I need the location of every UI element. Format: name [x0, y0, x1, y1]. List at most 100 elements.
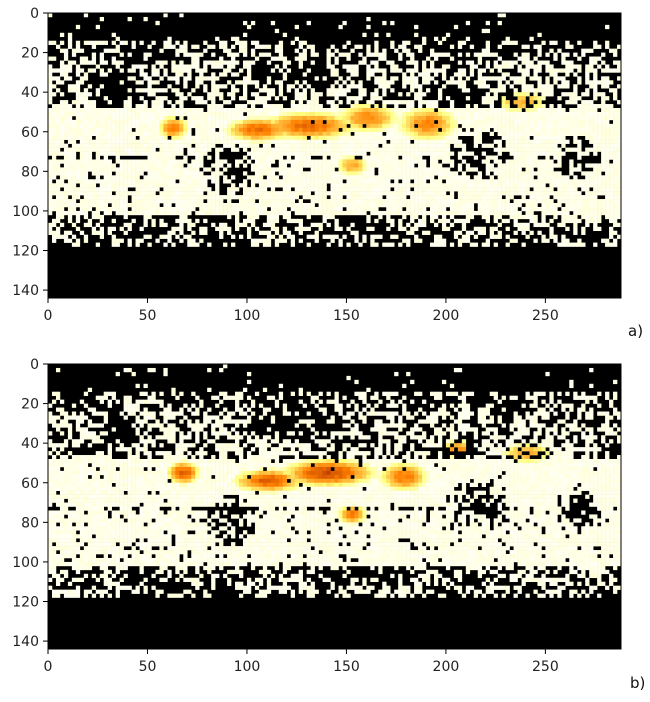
heatmap-cell [533, 104, 538, 109]
heatmap-cell [541, 139, 546, 144]
heatmap-cell [270, 104, 276, 109]
heatmap-cell [159, 147, 164, 152]
heatmap-cell [362, 111, 367, 117]
heatmap-cell [227, 48, 232, 53]
heatmap-cell [290, 143, 296, 148]
heatmap-cell [219, 147, 224, 152]
heatmap-cell [67, 119, 73, 125]
heatmap-cell [489, 179, 494, 184]
heatmap-cell [151, 171, 156, 176]
heatmap-cell [342, 143, 347, 148]
heatmap-cell [163, 115, 168, 121]
heatmap-cell [493, 210, 498, 216]
heatmap-cell [605, 123, 610, 129]
heatmap-cell [609, 175, 614, 180]
heatmap-cell [123, 123, 128, 129]
heatmap-cell [358, 151, 363, 156]
heatmap-cell [103, 96, 108, 101]
heatmap-cell [278, 56, 284, 61]
heatmap-cell [79, 175, 85, 180]
heatmap-cell [541, 175, 546, 180]
heatmap-cell [254, 131, 260, 137]
heatmap-cell [521, 159, 526, 164]
heatmap-cell [601, 210, 606, 216]
heatmap-cell [151, 104, 156, 109]
heatmap-cell [231, 36, 236, 42]
heatmap-cell [250, 104, 256, 109]
heatmap-cell [445, 147, 451, 152]
heatmap-cell [585, 187, 590, 192]
heatmap-cell [374, 115, 379, 121]
heatmap-cell [457, 187, 463, 192]
heatmap-cell [322, 127, 327, 133]
heatmap-cell [278, 163, 284, 168]
heatmap-cell [505, 191, 510, 196]
heatmap-cell [545, 167, 550, 172]
heatmap-cell [402, 135, 407, 140]
heatmap-cell [334, 234, 339, 239]
heatmap-cell [457, 163, 463, 168]
heatmap-cell [517, 222, 522, 228]
heatmap-cell [422, 111, 427, 117]
heatmap-cell [338, 88, 343, 93]
heatmap-cell [473, 104, 479, 109]
heatmap-cell [75, 195, 81, 200]
heatmap-cell [613, 159, 618, 164]
heatmap-cell [48, 92, 53, 97]
heatmap-cell [55, 147, 61, 152]
heatmap-cell [242, 183, 248, 188]
heatmap-cell [350, 183, 355, 188]
heatmap-cell [278, 40, 284, 45]
heatmap-cell [410, 159, 415, 164]
heatmap-cell [541, 123, 546, 129]
heatmap-cell [91, 191, 97, 196]
heatmap-cell [577, 206, 582, 212]
heatmap-cell [573, 175, 578, 180]
heatmap-cell [501, 76, 506, 81]
heatmap-cell [274, 155, 280, 160]
heatmap-cell [585, 115, 590, 121]
heatmap-cell [147, 163, 152, 168]
heatmap-cell [179, 238, 184, 243]
heatmap-cell [585, 195, 590, 200]
heatmap-cell [246, 206, 252, 212]
heatmap-cell [59, 119, 65, 125]
heatmap-cell [485, 52, 490, 57]
heatmap-cell [314, 222, 319, 228]
heatmap-cell [477, 123, 483, 129]
heatmap-cell [207, 191, 212, 196]
heatmap-cell [410, 199, 415, 204]
heatmap-cell [187, 238, 192, 243]
heatmap-cell [549, 206, 554, 212]
heatmap-cell [477, 115, 483, 121]
heatmap-cell [71, 84, 77, 89]
heatmap-cell [569, 119, 574, 125]
heatmap-cell [414, 135, 419, 140]
heatmap-cell [406, 104, 411, 109]
heatmap-cell [195, 151, 200, 156]
heatmap-cell [211, 203, 216, 208]
heatmap-cell [246, 68, 252, 73]
heatmap-cell [529, 64, 534, 69]
heatmap-cell [159, 100, 164, 105]
heatmap-cell [346, 175, 351, 180]
heatmap-cell [195, 123, 200, 129]
heatmap-cell [71, 206, 77, 212]
heatmap-cell [398, 163, 403, 168]
heatmap-cell [310, 183, 315, 188]
heatmap-cell [151, 222, 156, 228]
heatmap-cell [513, 115, 518, 121]
heatmap-cell [533, 159, 538, 164]
heatmap-cell [449, 119, 455, 125]
heatmap-cell [354, 119, 359, 125]
heatmap-cell [306, 163, 311, 168]
heatmap-cell [346, 139, 351, 144]
heatmap-cell [151, 131, 156, 137]
heatmap-cell [414, 119, 419, 125]
heatmap-cell [115, 108, 120, 113]
heatmap-cell [569, 206, 574, 212]
heatmap-cell [163, 143, 168, 148]
heatmap-cell [617, 119, 622, 125]
heatmap-cell [183, 84, 188, 89]
heatmap-cell [223, 111, 228, 117]
